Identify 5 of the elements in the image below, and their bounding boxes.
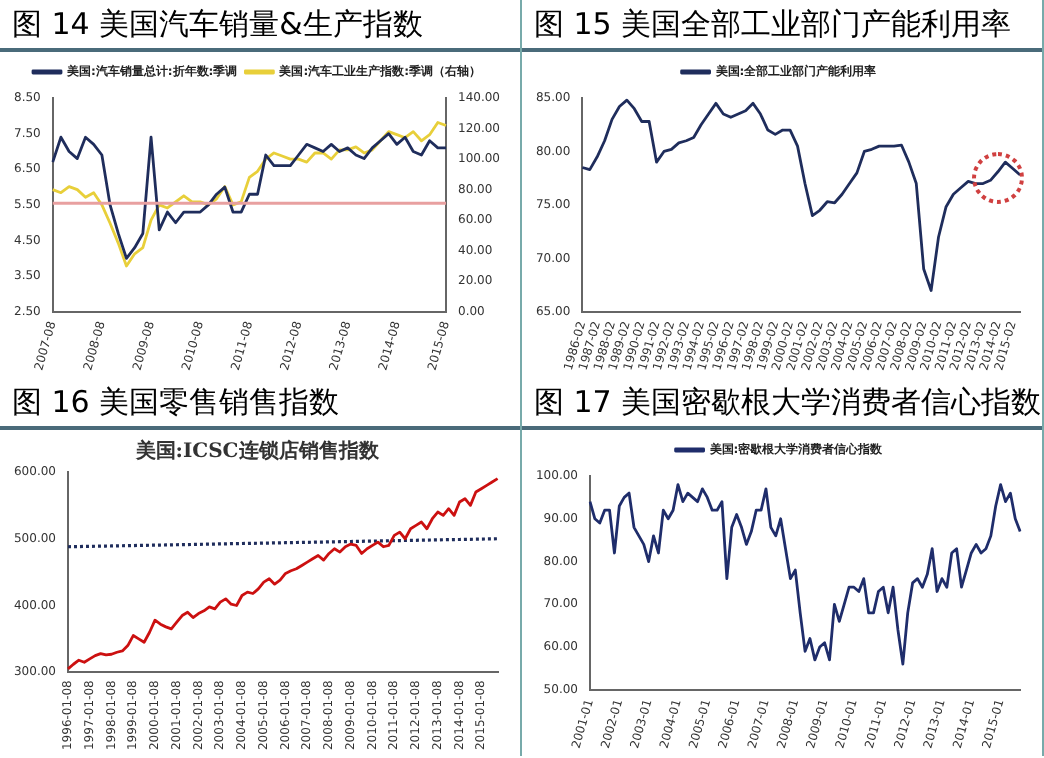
chart-title: 图 17 美国密歇根大学消费者信心指数: [522, 378, 1042, 430]
chart-title: 图 16 美国零售销售指数: [0, 378, 520, 430]
chart-title: 图 15 美国全部工业部门产能利用率: [522, 0, 1042, 52]
chart-title: 图 14 美国汽车销量&生产指数: [0, 0, 520, 52]
chart-subtitle: 美国:ICSC连锁店销售指数: [133, 439, 381, 464]
